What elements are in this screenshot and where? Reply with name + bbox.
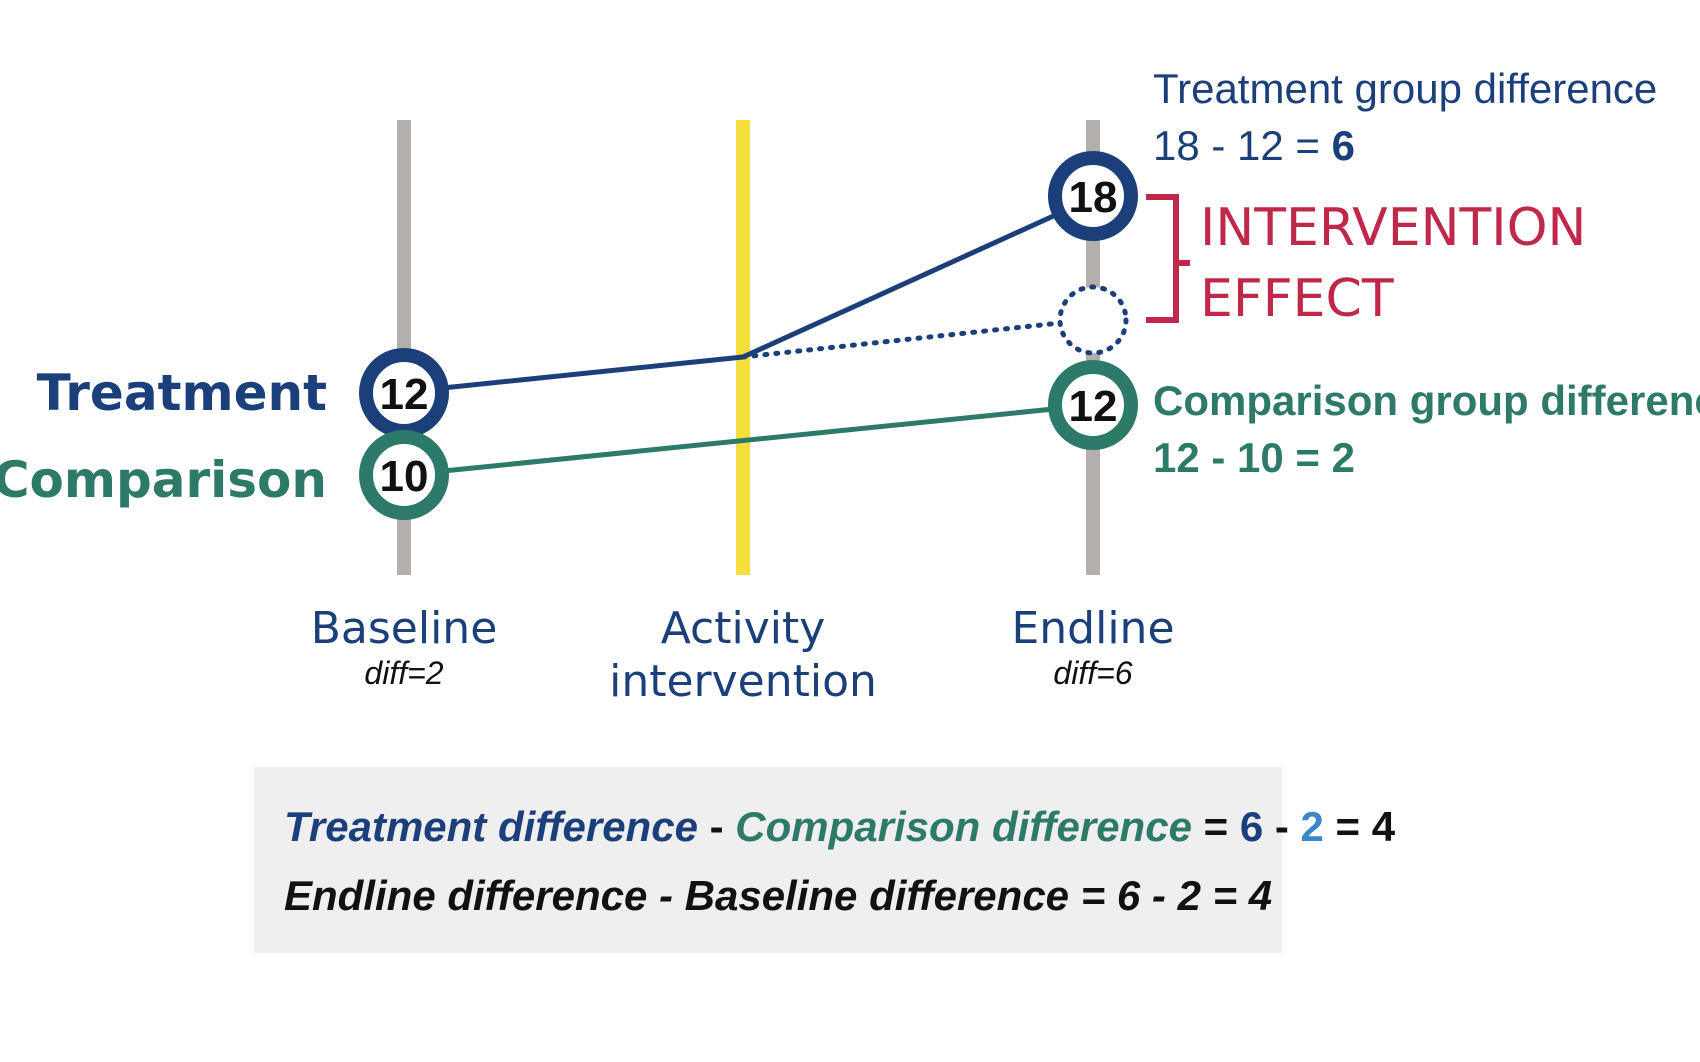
- summary-minus-2: -: [1263, 803, 1300, 850]
- comparison-endline-point: 12: [1048, 360, 1138, 450]
- counterfactual-trend-line: [740, 320, 1063, 360]
- treatment-label: Treatment: [37, 364, 327, 422]
- summary-line-1: Treatment difference - Comparison differ…: [284, 803, 1396, 850]
- intervention-effect-bracket: [1146, 194, 1190, 323]
- intervention-effect-line1: INTERVENTION: [1200, 198, 1586, 258]
- treatment-trend-line-post: [741, 195, 1095, 360]
- baseline-label: Baseline: [311, 603, 498, 654]
- treatment-baseline-point: 12: [359, 348, 449, 438]
- summary-box: [254, 767, 1282, 953]
- summary-line-2: Endline difference - Baseline difference…: [284, 872, 1272, 919]
- treatment-baseline-value: 12: [380, 370, 429, 419]
- treatment-diff-title: Treatment group difference: [1153, 65, 1657, 112]
- comparison-baseline-value: 10: [380, 452, 429, 501]
- comparison-diff-title: Comparison group difference: [1153, 377, 1700, 424]
- treatment-endline-value: 18: [1069, 173, 1118, 222]
- summary-treatment-term: Treatment difference: [284, 803, 698, 850]
- treatment-diff-expr: 18 - 12 =: [1153, 122, 1332, 169]
- intervention-effect-line2: EFFECT: [1200, 269, 1394, 329]
- activity-label-line2: intervention: [609, 656, 877, 707]
- baseline-diff: diff=2: [364, 655, 443, 691]
- summary-value-b: 2: [1301, 803, 1324, 850]
- activity-timeline: [736, 120, 750, 575]
- counterfactual-point: [1057, 284, 1129, 356]
- comparison-label: Comparison: [0, 451, 327, 509]
- endline-label: Endline: [1011, 603, 1174, 654]
- treatment-diff-result: 6: [1332, 122, 1355, 169]
- summary-result: = 4: [1324, 803, 1396, 850]
- comparison-diff-expression: 12 - 10 = 2: [1153, 434, 1355, 481]
- summary-minus: -: [698, 803, 735, 850]
- summary-equals: =: [1192, 803, 1240, 850]
- treatment-endline-point: 18: [1048, 151, 1138, 241]
- summary-value-a: 6: [1240, 803, 1263, 850]
- activity-label-line1: Activity: [661, 603, 826, 654]
- comparison-trend-line: [403, 402, 1094, 478]
- summary-comparison-term: Comparison difference: [735, 803, 1192, 850]
- treatment-diff-expression: 18 - 12 = 6: [1153, 122, 1355, 169]
- comparison-baseline-point: 10: [359, 430, 449, 520]
- endline-diff: diff=6: [1053, 655, 1132, 691]
- comparison-endline-value: 12: [1069, 382, 1118, 431]
- treatment-trend-line-pre: [403, 354, 744, 395]
